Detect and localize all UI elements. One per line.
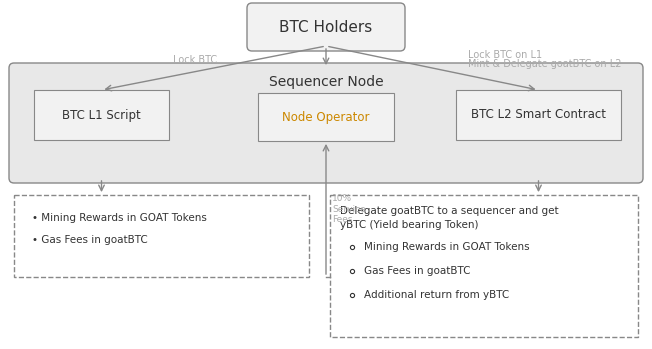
Text: yBTC (Yield bearing Token): yBTC (Yield bearing Token) <box>340 220 479 230</box>
Text: Lock BTC: Lock BTC <box>173 55 217 65</box>
Text: BTC L1 Script: BTC L1 Script <box>62 109 141 121</box>
Text: • Gas Fees in goatBTC: • Gas Fees in goatBTC <box>32 235 148 245</box>
Text: Mining Rewards in GOAT Tokens: Mining Rewards in GOAT Tokens <box>364 242 529 252</box>
Text: Node Operator: Node Operator <box>282 111 370 124</box>
Text: Gas Fees in goatBTC: Gas Fees in goatBTC <box>364 266 471 276</box>
Text: BTC L2 Smart Contract: BTC L2 Smart Contract <box>471 109 606 121</box>
Text: Mint & Delegate goatBTC on L2: Mint & Delegate goatBTC on L2 <box>468 59 621 69</box>
Text: 10%
Service
Fees: 10% Service Fees <box>332 194 366 224</box>
Text: Lock BTC on L1: Lock BTC on L1 <box>468 50 542 60</box>
Text: Delegate goatBTC to a sequencer and get: Delegate goatBTC to a sequencer and get <box>340 206 559 216</box>
Text: Sequencer Node: Sequencer Node <box>269 75 383 89</box>
FancyBboxPatch shape <box>247 3 405 51</box>
FancyBboxPatch shape <box>330 195 638 337</box>
Text: BTC Holders: BTC Holders <box>279 20 373 35</box>
FancyBboxPatch shape <box>9 63 643 183</box>
Text: Additional return from yBTC: Additional return from yBTC <box>364 290 509 300</box>
Text: • Mining Rewards in GOAT Tokens: • Mining Rewards in GOAT Tokens <box>32 213 207 223</box>
FancyBboxPatch shape <box>34 90 169 140</box>
FancyBboxPatch shape <box>258 93 394 141</box>
FancyBboxPatch shape <box>14 195 309 277</box>
FancyBboxPatch shape <box>456 90 621 140</box>
